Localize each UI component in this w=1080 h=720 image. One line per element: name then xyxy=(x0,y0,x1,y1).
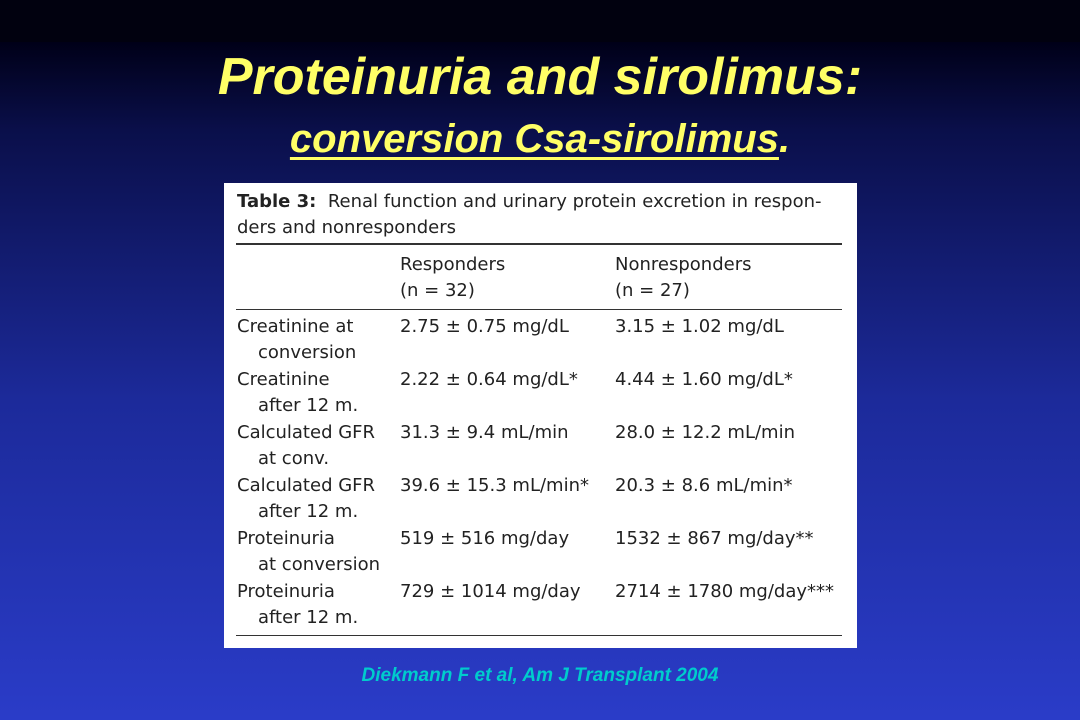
nonresponders-value: 28.0 ± 12.2 mL/min xyxy=(615,422,795,443)
row-label-continued: conversion xyxy=(258,342,357,363)
header-nonresponders: Nonresponders xyxy=(615,254,752,275)
responders-value: 519 ± 516 mg/day xyxy=(400,528,570,549)
table-caption-line1: Renal function and urinary protein excre… xyxy=(327,191,822,212)
citation: Diekmann F et al, Am J Transplant 2004 xyxy=(361,665,719,686)
row-label: Calculated GFR xyxy=(237,475,376,496)
slide-title: Proteinuria and sirolimus: xyxy=(217,48,863,106)
header-responders: Responders xyxy=(400,254,506,275)
row-label: Creatinine at xyxy=(237,316,354,337)
nonresponders-value: 1532 ± 867 mg/day** xyxy=(615,528,814,549)
slide-subtitle: conversion Csa-sirolimus. xyxy=(0,114,1080,164)
table-bottom-rule xyxy=(236,635,842,636)
nonresponders-value: 2714 ± 1780 mg/day*** xyxy=(615,581,834,602)
row-label: Proteinuria xyxy=(237,581,335,602)
table-caption: Table 3: Renal function and urinary prot… xyxy=(237,189,847,241)
subtitle-underlined-text: conversion Csa-sirolimus xyxy=(289,117,779,161)
header-responders-n: (n = 32) xyxy=(400,280,475,301)
table-caption-label: Table 3: xyxy=(237,191,317,212)
subtitle-period: . xyxy=(778,117,791,161)
responders-value: 2.75 ± 0.75 mg/dL xyxy=(400,316,569,337)
row-label-continued: after 12 m. xyxy=(258,607,359,628)
row-label-continued: after 12 m. xyxy=(258,501,359,522)
responders-value: 31.3 ± 9.4 mL/min xyxy=(400,422,569,443)
nonresponders-value: 20.3 ± 8.6 mL/min* xyxy=(615,475,793,496)
responders-value: 39.6 ± 15.3 mL/min* xyxy=(400,475,589,496)
row-label: Proteinuria xyxy=(237,528,335,549)
nonresponders-value: 4.44 ± 1.60 mg/dL* xyxy=(615,369,793,390)
row-label-continued: after 12 m. xyxy=(258,395,359,416)
table-caption-line2: ders and nonresponders xyxy=(237,217,456,238)
row-label-continued: at conversion xyxy=(258,554,381,575)
responders-value: 2.22 ± 0.64 mg/dL* xyxy=(400,369,578,390)
header-nonresponders-n: (n = 27) xyxy=(615,280,690,301)
table-header-rule xyxy=(236,309,842,310)
top-dark-band xyxy=(0,0,1080,42)
row-label: Creatinine xyxy=(237,369,330,390)
table-top-rule xyxy=(236,243,842,245)
row-label: Calculated GFR xyxy=(237,422,376,443)
table-image: Table 3: Renal function and urinary prot… xyxy=(224,183,857,648)
nonresponders-value: 3.15 ± 1.02 mg/dL xyxy=(615,316,784,337)
responders-value: 729 ± 1014 mg/day xyxy=(400,581,581,602)
row-label-continued: at conv. xyxy=(258,448,330,469)
